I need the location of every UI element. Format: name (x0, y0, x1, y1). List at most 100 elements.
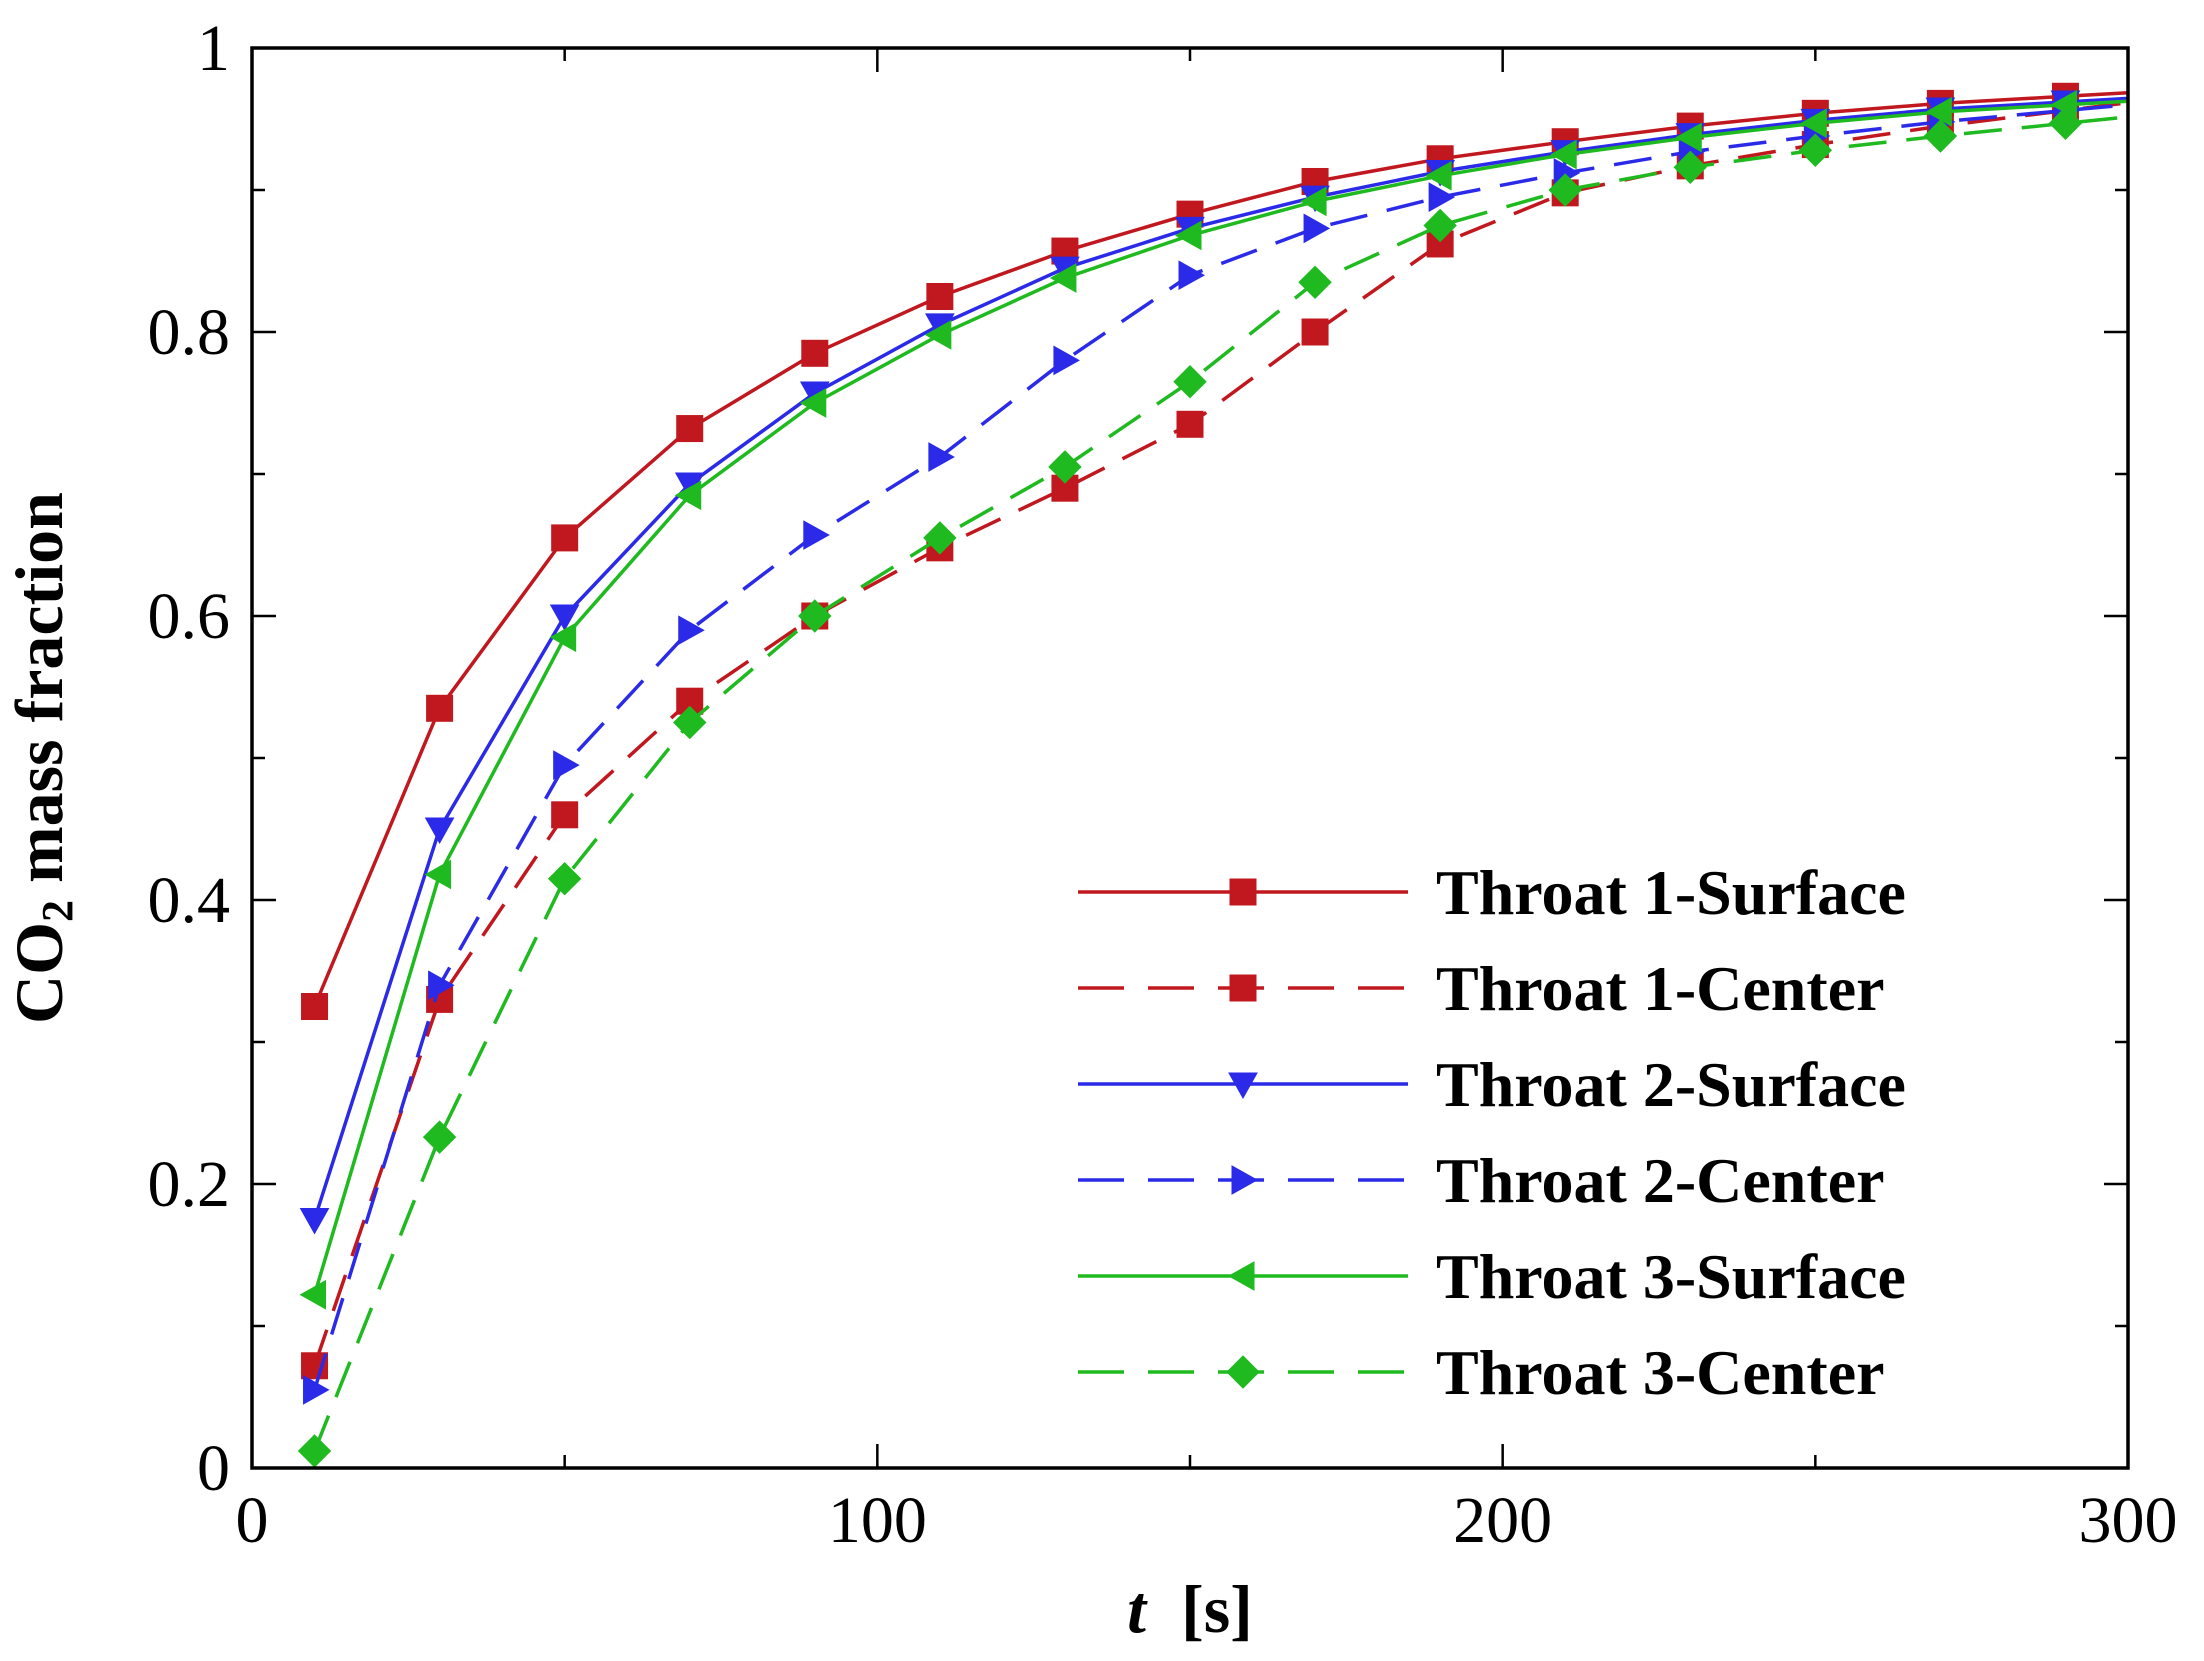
legend-entry: Throat 2-Surface (1078, 1049, 1906, 1120)
legend-label: Throat 1-Center (1436, 953, 1885, 1024)
data-point (923, 521, 957, 555)
data-point (1049, 263, 1077, 293)
data-point (676, 415, 704, 443)
data-point (1426, 230, 1454, 258)
data-point (299, 1208, 330, 1235)
legend-label: Throat 3-Center (1436, 1337, 1885, 1408)
y-axis-title: CO2 mass fraction (1, 492, 82, 1024)
tick-labels: 0 100 200 300 0 0.2 0.4 0.6 0.8 1 (148, 12, 2178, 1557)
data-point (801, 339, 829, 367)
plot-frame (250, 46, 2130, 1470)
data-point (1048, 450, 1082, 484)
legend-label: Throat 3-Surface (1436, 1241, 1906, 1312)
data-point (924, 319, 952, 350)
data-point (549, 604, 580, 632)
data-point (2048, 106, 2083, 140)
data-point (553, 750, 580, 780)
legend-marker (1231, 1165, 1259, 1195)
x-axis-title: t [s] (1127, 1571, 1253, 1647)
data-point (678, 615, 705, 646)
data-point (547, 861, 582, 896)
data-point (301, 993, 329, 1020)
data-point (1550, 139, 1577, 170)
data-point (1548, 173, 1582, 207)
x-tick-label: 100 (828, 1484, 927, 1557)
data-point (551, 801, 579, 829)
legend: Throat 1-Surface Throat 1-Center Throat 2-… (1078, 857, 1906, 1408)
data-point (1428, 182, 1456, 212)
series-line (312, 99, 2129, 1296)
legend-entry: Throat 1-Surface (1078, 857, 1906, 928)
data-point (299, 1279, 327, 1310)
data-point (1925, 97, 1952, 127)
y-tick-label: 0.8 (148, 296, 231, 369)
data-point (926, 283, 954, 310)
y-axis-title-main: CO (1, 922, 77, 1024)
legend-label: Throat 2-Center (1436, 1145, 1885, 1216)
plot-series (297, 82, 2129, 1468)
data-point (422, 1120, 457, 1154)
legend-entry: Throat 3-Surface (1078, 1241, 1906, 1312)
data-point (799, 388, 827, 418)
data-point (1173, 364, 1207, 399)
data-point (549, 622, 577, 653)
x-axis-variable: t (1127, 1571, 1148, 1647)
data-point (424, 817, 455, 845)
series-line (312, 90, 2129, 1008)
series-line (312, 103, 2129, 1391)
legend-entry: Throat 3-Center (1078, 1337, 1885, 1408)
x-axis-unit: [s] (1181, 1571, 1253, 1647)
data-point (551, 524, 579, 552)
data-point (1174, 220, 1202, 251)
data-point (1798, 133, 1833, 167)
data-point (1301, 318, 1329, 346)
data-point (1675, 122, 1702, 153)
data-point (928, 442, 955, 472)
legend-marker (1226, 1355, 1260, 1389)
data-point (297, 1434, 332, 1468)
data-point (1923, 119, 1958, 153)
data-point (1800, 108, 1827, 139)
data-point (1298, 265, 1332, 300)
y-tick-label: 0.4 (148, 864, 231, 937)
legend-entry: Throat 2-Center (1078, 1145, 1885, 1216)
series-line (312, 115, 2129, 1452)
legend-marker (1229, 974, 1257, 1002)
y-tick-label: 1 (197, 12, 230, 85)
data-point (426, 694, 454, 722)
series-throat-3-center (297, 106, 2129, 1468)
data-point (1300, 186, 1327, 217)
legend-entry: Throat 1-Center (1078, 953, 1885, 1024)
legend-label: Throat 2-Surface (1436, 1049, 1906, 1120)
data-point (1425, 160, 1452, 191)
y-tick-label: 0 (197, 1432, 230, 1505)
x-tick-label: 200 (1453, 1484, 1552, 1557)
data-point (1303, 213, 1331, 244)
legend-marker (1228, 1072, 1258, 1100)
series-throat-3-surface (299, 89, 2129, 1310)
data-point (1673, 150, 1707, 184)
data-point (674, 480, 702, 511)
data-point (798, 599, 832, 633)
data-point (803, 520, 830, 550)
legend-label: Throat 1-Surface (1436, 857, 1906, 928)
y-axis-title-subscript: 2 (33, 900, 82, 922)
legend-marker (1227, 1261, 1255, 1291)
series-line (312, 100, 2129, 1367)
data-point (1423, 208, 1457, 243)
series-line (312, 96, 2129, 1221)
data-point (1178, 260, 1206, 291)
data-point (673, 705, 707, 740)
x-tick-label: 300 (2079, 1484, 2178, 1557)
y-tick-label: 0.6 (148, 580, 231, 653)
legend-marker (1229, 878, 1257, 906)
data-point (424, 859, 452, 890)
data-point (428, 970, 455, 1001)
data-point (1176, 410, 1204, 438)
data-point (1053, 345, 1080, 376)
data-point (303, 1375, 330, 1405)
y-tick-label: 0.2 (148, 1148, 231, 1221)
x-tick-label: 0 (236, 1484, 269, 1557)
